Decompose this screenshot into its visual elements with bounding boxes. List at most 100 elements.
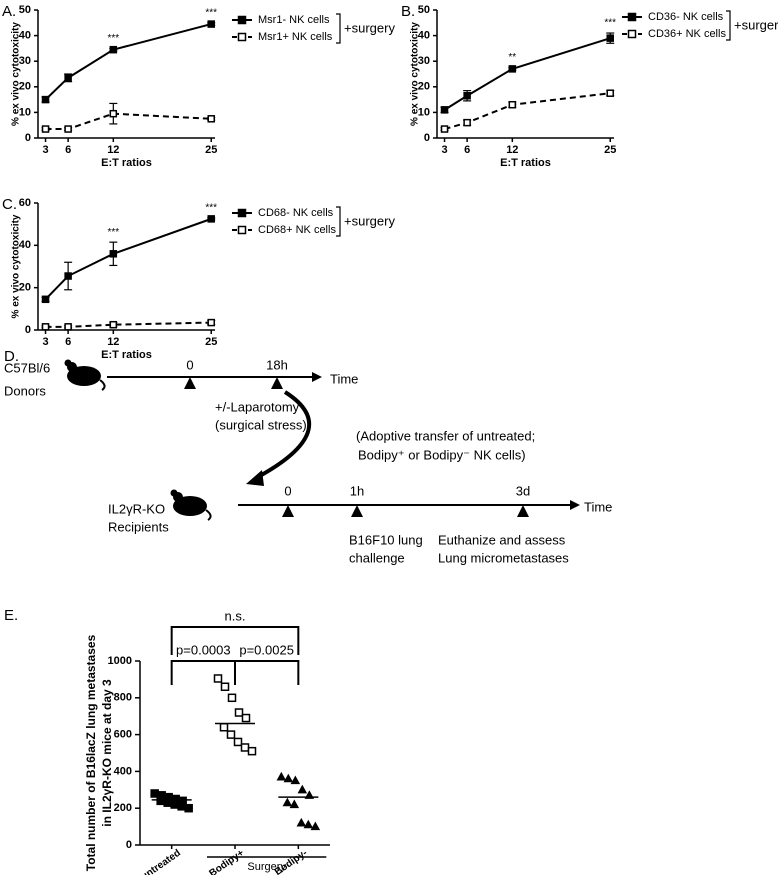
x-tick-label: 12 — [107, 336, 119, 348]
event: Euthanize and assess — [438, 532, 566, 547]
x-tick-label: 6 — [65, 144, 71, 156]
transfer-note: (Adoptive transfer of untreated; — [356, 428, 535, 443]
point — [184, 803, 193, 813]
legend-group-label: +surgery — [344, 213, 395, 228]
y-tick-label: 20 — [19, 282, 31, 294]
point — [64, 125, 72, 133]
comparison-bracket — [170, 626, 300, 655]
x-tick-label: 3 — [42, 336, 48, 348]
point — [606, 34, 614, 42]
time-marker — [271, 377, 283, 389]
x-tick-label: 12 — [506, 144, 518, 156]
point — [109, 320, 118, 329]
point — [207, 115, 215, 123]
y-tick-label: 60 — [19, 197, 31, 209]
y-tick-label: 10 — [19, 106, 31, 118]
significance: *** — [107, 227, 119, 238]
point — [234, 708, 244, 717]
y-tick-label: 0 — [424, 132, 430, 144]
legend-bracket — [336, 206, 341, 237]
time-tick: 0 — [186, 357, 193, 372]
panel-label: D. — [4, 348, 19, 365]
y-axis-label: % ex vivo cytotoxicity — [410, 22, 421, 126]
event: +/-Laparotomy — [215, 399, 300, 414]
point — [41, 323, 50, 331]
point — [606, 89, 614, 97]
y-tick-label: 0 — [25, 132, 31, 144]
x-tick-label: 25 — [604, 144, 616, 156]
point — [226, 730, 236, 739]
point — [41, 295, 50, 304]
y-tick-label: 50 — [418, 4, 430, 16]
time-tick: 0 — [284, 483, 291, 498]
significance: *** — [205, 7, 217, 18]
point — [177, 802, 186, 811]
group-label: Surgery — [247, 861, 286, 873]
point — [463, 92, 471, 100]
arrowhead — [570, 500, 580, 510]
legend-bracket — [336, 13, 341, 44]
time-tick: 3d — [516, 483, 530, 498]
point — [227, 693, 237, 703]
point — [220, 682, 230, 692]
y-tick-label: 40 — [19, 30, 31, 42]
comparison-label: p=0.0025 — [239, 642, 294, 657]
time-tick: 18h — [266, 357, 288, 372]
x-tick-label: 6 — [65, 336, 71, 348]
series-line — [45, 112, 212, 131]
point — [463, 118, 471, 127]
x-tick-label: 3 — [441, 144, 447, 156]
point — [297, 784, 308, 794]
legend-marker — [627, 12, 637, 22]
y-tick-label: 10 — [418, 106, 430, 118]
point — [207, 20, 215, 28]
point — [440, 125, 449, 133]
legend-label: Msr1- NK cells — [258, 14, 330, 26]
legend-label: CD68+ NK cells — [258, 224, 336, 236]
x-tick-label: 12 — [107, 144, 119, 156]
y-tick-label: 50 — [19, 4, 31, 16]
point — [290, 775, 301, 785]
time-marker — [282, 505, 294, 517]
legend-label: CD68- NK cells — [258, 207, 334, 219]
panel-label: C. — [2, 196, 17, 213]
legend-group-label: +surgery — [734, 17, 778, 32]
significance: ** — [508, 52, 516, 63]
point — [233, 737, 243, 747]
series-line — [444, 92, 611, 131]
point — [241, 713, 251, 723]
point — [310, 821, 321, 831]
event: challenge — [349, 550, 405, 565]
y-tick-label: 1000 — [108, 655, 132, 667]
x-tick-label: 25 — [205, 336, 217, 348]
point — [282, 797, 293, 807]
donor-strain: C57Bl/6 — [4, 360, 50, 375]
y-tick-label: 20 — [418, 81, 430, 93]
point — [247, 746, 257, 756]
x-axis-label: E:T ratios — [101, 157, 152, 169]
x-tick-label: 25 — [205, 144, 217, 156]
point — [213, 674, 223, 683]
point — [150, 789, 159, 798]
panel-label: B. — [401, 3, 415, 20]
comparison-label: n.s. — [225, 608, 246, 623]
axis-label: Time — [584, 499, 612, 514]
legend-marker — [237, 208, 247, 218]
point — [240, 743, 250, 752]
y-tick-label: 30 — [418, 55, 430, 67]
legend-label: CD36- NK cells — [648, 11, 724, 23]
event: (surgical stress) — [215, 417, 307, 432]
point — [283, 773, 294, 783]
series-line — [44, 23, 212, 101]
x-tick-label: Bodipy+ — [207, 848, 246, 875]
point — [109, 45, 118, 54]
significance: *** — [205, 202, 217, 213]
axis-label: Time — [330, 371, 358, 386]
x-axis-label: E:T ratios — [101, 349, 152, 361]
point — [41, 95, 50, 104]
point — [170, 800, 179, 809]
mouse-icon — [64, 359, 106, 391]
arrowhead — [246, 470, 264, 486]
